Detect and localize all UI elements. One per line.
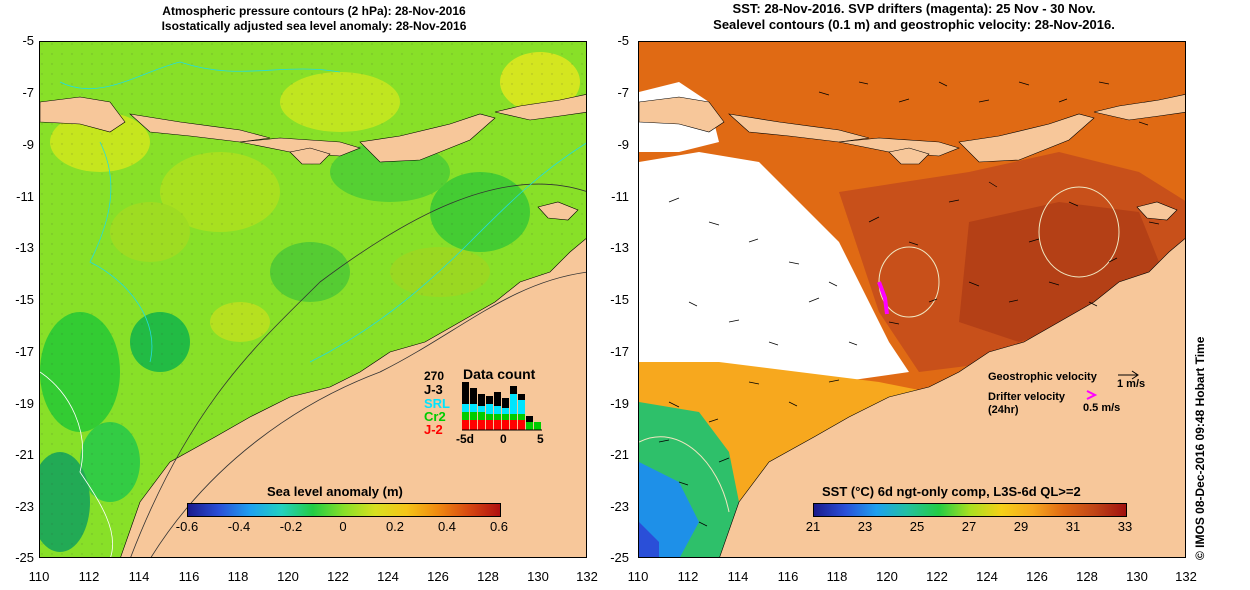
- left-map-title: Atmospheric pressure contours (2 hPa): 2…: [40, 4, 588, 34]
- right-xtick: 128: [1076, 569, 1098, 584]
- right-xtick: 126: [1026, 569, 1048, 584]
- sla-colorbar-tick: 0: [339, 519, 347, 534]
- left-xtick: 116: [178, 569, 200, 584]
- left-title-line1: Atmospheric pressure contours (2 hPa): 2…: [162, 4, 466, 18]
- sst-colorbar-title: SST (°C) 6d ngt-only comp, L3S-6d QL>=2: [822, 484, 1081, 499]
- data-count-series-srl: SRL: [424, 396, 450, 411]
- right-xtick: 112: [677, 569, 699, 584]
- sla-colorbar-tick: 0.2: [385, 519, 405, 534]
- sla-colorbar-tick: -0.2: [279, 519, 303, 534]
- left-xtick: 122: [327, 569, 349, 584]
- data-count-series-cr2: Cr2: [424, 409, 446, 424]
- left-ytick: -23: [15, 499, 34, 514]
- data-count-series-j2: J-2: [424, 422, 443, 437]
- sla-colorbar-tick: -0.4: [227, 519, 251, 534]
- left-ytick: -25: [15, 550, 34, 565]
- geostrophic-velocity-scale: 1 m/s: [1117, 378, 1146, 390]
- left-xtick: 112: [78, 569, 100, 584]
- left-ytick: -13: [15, 240, 34, 255]
- sla-land-masses: [40, 94, 586, 557]
- data-count-max: 270: [424, 369, 445, 383]
- right-ytick: -13: [610, 240, 629, 255]
- right-xtick: 120: [876, 569, 898, 584]
- sst-colorbar-gradient: [813, 503, 1127, 517]
- sla-colorbar-tick: -0.6: [175, 519, 199, 534]
- right-map-title: SST: 28-Nov-2016. SVP drifters (magenta)…: [640, 1, 1188, 33]
- sst-map-graphic: [639, 42, 1185, 557]
- data-count-xtick: 0: [500, 432, 507, 446]
- sla-cyan-isobath: [59, 61, 586, 363]
- right-xtick: 132: [1175, 569, 1197, 584]
- data-count-xtick: -5d: [456, 432, 474, 446]
- right-xtick: 110: [627, 569, 649, 584]
- left-ytick: -5: [22, 33, 34, 48]
- sla-colorbar-tick: 0.6: [489, 519, 509, 534]
- left-ytick: -17: [15, 344, 34, 359]
- left-ytick: -21: [15, 447, 34, 462]
- right-title-line1: SST: 28-Nov-2016. SVP drifters (magenta)…: [732, 1, 1096, 16]
- left-xtick: 120: [277, 569, 299, 584]
- right-ytick: -7: [617, 85, 629, 100]
- left-ytick: -11: [16, 189, 34, 204]
- sst-colorbar-tick: 27: [961, 519, 977, 534]
- geostrophic-velocity-arrows: [658, 81, 1160, 527]
- left-xtick: 110: [28, 569, 50, 584]
- left-xtick: 126: [427, 569, 449, 584]
- left-ytick: -9: [22, 137, 34, 152]
- right-ytick: -19: [610, 396, 629, 411]
- sst-colorbar-tick: 21: [805, 519, 821, 534]
- sla-white-contours: [40, 371, 114, 557]
- right-ytick: -9: [617, 137, 629, 152]
- left-xtick: 128: [477, 569, 499, 584]
- left-xtick: 130: [527, 569, 549, 584]
- left-ytick: -15: [15, 292, 34, 307]
- right-xtick: 116: [777, 569, 799, 584]
- drifter-velocity-period: (24hr): [988, 404, 1019, 416]
- left-ytick: -19: [15, 396, 34, 411]
- left-xtick: 132: [576, 569, 598, 584]
- right-ytick: -21: [610, 447, 629, 462]
- sst-map: [638, 41, 1186, 558]
- left-ytick: -7: [22, 85, 34, 100]
- sst-colorbar-tick: 33: [1117, 519, 1133, 534]
- data-count-title: Data count: [463, 366, 536, 382]
- right-title-line2: Sealevel contours (0.1 m) and geostrophi…: [713, 17, 1115, 32]
- right-ytick: -5: [617, 33, 629, 48]
- right-xtick: 130: [1126, 569, 1148, 584]
- drifter-velocity-label: Drifter velocity: [988, 391, 1066, 403]
- data-count-bars: [462, 382, 542, 431]
- sea-level-anomaly-map: [39, 41, 587, 558]
- sla-colorbar-title: Sea level anomaly (m): [267, 484, 403, 499]
- right-ytick: -23: [610, 499, 629, 514]
- right-ytick: -17: [610, 344, 629, 359]
- right-ytick: -11: [611, 189, 629, 204]
- left-xtick: 124: [377, 569, 399, 584]
- right-ytick: -15: [610, 292, 629, 307]
- geostrophic-scale-arrow-icon: [1118, 370, 1139, 380]
- svp-drifter-track: [877, 281, 889, 315]
- right-xtick: 118: [826, 569, 848, 584]
- right-xtick: 124: [976, 569, 998, 584]
- sst-colorbar-tick: 23: [857, 519, 873, 534]
- data-count-series-j3: J-3: [424, 382, 443, 397]
- drifter-scale-arrow-icon: [1086, 390, 1098, 400]
- sla-map-graphic: [40, 42, 586, 557]
- right-xtick: 114: [727, 569, 749, 584]
- drifter-velocity-scale: 0.5 m/s: [1083, 402, 1121, 414]
- sst-colorbar-tick: 31: [1065, 519, 1081, 534]
- sst-colorbar-tick: 25: [909, 519, 925, 534]
- sst-colorbar-tick: 29: [1013, 519, 1029, 534]
- sst-land-masses: [639, 94, 1185, 557]
- right-ytick: -25: [610, 550, 629, 565]
- sla-colorbar-gradient: [187, 503, 501, 517]
- left-xtick: 114: [128, 569, 150, 584]
- left-xtick: 118: [227, 569, 249, 584]
- right-xtick: 122: [926, 569, 948, 584]
- left-title-line2: Isostatically adjusted sea level anomaly…: [161, 19, 467, 33]
- sla-colorbar-tick: 0.4: [437, 519, 457, 534]
- copyright-footer: © IMOS 08-Dec-2016 09:48 Hobart Time: [1193, 336, 1207, 560]
- pressure-contours: [130, 183, 586, 557]
- geostrophic-velocity-label: Geostrophic velocity: [988, 371, 1097, 383]
- data-count-xtick: 5: [537, 432, 544, 446]
